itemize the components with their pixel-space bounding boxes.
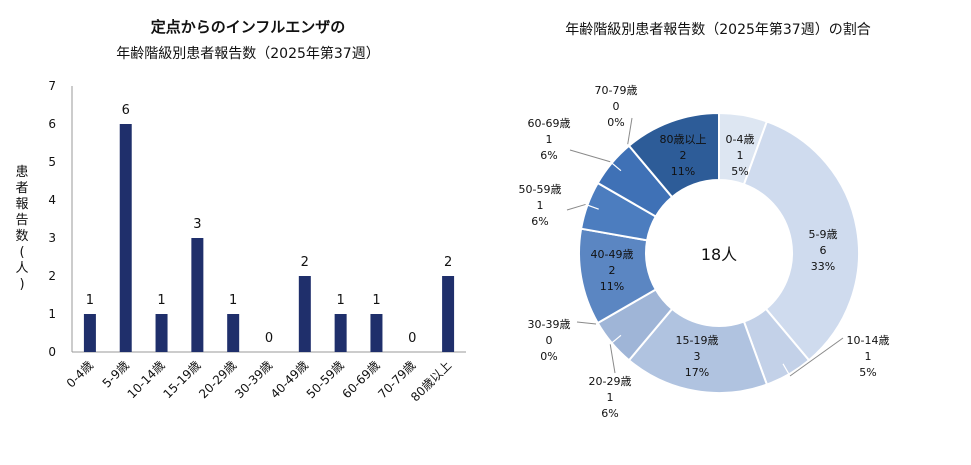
bar [298, 276, 311, 352]
bar-x-tick-label: 15-19歳 [160, 358, 203, 401]
donut-data-label: 6% [601, 407, 618, 420]
bar-ylabel-char: 告 [15, 213, 28, 228]
bar-y-tick-label: 5 [48, 155, 56, 169]
bar-ylabel-char: 数 [15, 229, 28, 244]
bar-chart-ylabel: 患者報告数(人) [15, 165, 28, 292]
donut-slice [627, 111, 720, 199]
donut-data-label: 0% [607, 116, 624, 129]
bar-ylabel-char: ( [19, 245, 24, 260]
donut-data-label: 5-9歳 [809, 228, 838, 241]
donut-data-label: 50-59歳 [519, 183, 562, 196]
donut-data-label: 17% [685, 366, 709, 379]
donut-data-label: 10-14歳 [847, 334, 890, 347]
bar-ylabel-char: 患 [15, 165, 28, 180]
bar-data-label: 0 [408, 331, 416, 346]
bar-y-tick-label: 0 [48, 345, 56, 359]
donut-data-label: 0-4歳 [726, 133, 755, 146]
donut-data-label: 1 [737, 149, 744, 162]
bar-data-label: 1 [372, 293, 380, 308]
bar [191, 238, 204, 352]
donut-data-label: 0 [546, 334, 553, 347]
donut-data-label: 2 [609, 264, 616, 277]
bar-data-label: 1 [157, 293, 165, 308]
donut-data-label: 40-49歳 [591, 248, 634, 261]
donut-data-label: 6 [820, 244, 827, 257]
bar-x-tick-label: 10-14歳 [125, 358, 168, 401]
donut-data-label: 0% [540, 350, 557, 363]
bar-data-label: 1 [336, 293, 344, 308]
bar-chart-title-line2: 年齢階級別患者報告数（2025年第37週） [116, 45, 379, 62]
bar-x-tick-label: 60-69歳 [340, 358, 383, 401]
bar-data-label: 3 [193, 217, 201, 232]
donut-data-label: 0 [613, 100, 620, 113]
bar-y-tick-label: 1 [48, 307, 56, 321]
bar-data-label: 1 [86, 293, 94, 308]
bar-x-tick-label: 50-59歳 [304, 358, 347, 401]
donut-data-label: 6% [531, 215, 548, 228]
bar-ylabel-char: 報 [15, 197, 28, 212]
donut-data-label: 11% [600, 280, 624, 293]
bar-x-tick-label: 30-39歳 [232, 358, 275, 401]
bar [119, 124, 132, 352]
donut-leader-line [609, 344, 616, 374]
bar [155, 314, 168, 352]
donut-data-label: 1 [865, 350, 872, 363]
donut-data-label: 70-79歳 [595, 84, 638, 97]
bar [370, 314, 383, 352]
pie-chart-title: 年齢階級別患者報告数（2025年第37週）の割合 [565, 21, 870, 38]
bar-ylabel-char: 人 [15, 261, 28, 276]
bar-x-tick-label: 5-9歳 [100, 358, 132, 390]
bar-y-tick-label: 4 [48, 193, 56, 207]
bar-data-label: 2 [444, 255, 452, 270]
bar-x-tick-label: 20-29歳 [196, 358, 239, 401]
bar-y-tick-label: 3 [48, 231, 56, 245]
bar-ylabel-char: ) [19, 277, 24, 292]
bar [83, 314, 96, 352]
bar-y-tick-label: 6 [48, 117, 56, 131]
bar-x-tick-label: 0-4歳 [64, 358, 96, 390]
bar-chart-bars [83, 124, 455, 352]
donut-data-label: 5% [731, 165, 748, 178]
donut-data-label: 6% [540, 149, 557, 162]
donut-data-label: 11% [671, 165, 695, 178]
bar-x-tick-label: 40-49歳 [268, 358, 311, 401]
donut-data-label: 3 [694, 350, 701, 363]
donut-leader-line [627, 117, 633, 145]
bar [227, 314, 240, 352]
bar-data-label: 2 [301, 255, 309, 270]
bar-y-tick-label: 7 [48, 79, 56, 93]
donut-data-label: 33% [811, 260, 835, 273]
donut-data-label: 1 [607, 391, 614, 404]
donut-leader-line [576, 321, 597, 325]
donut-leader-line [569, 149, 611, 163]
bar [442, 276, 455, 352]
donut-data-label: 1 [546, 133, 553, 146]
bar-ylabel-char: 者 [15, 181, 28, 196]
bar [334, 314, 347, 352]
bar-data-label: 6 [122, 103, 130, 118]
bar-chart-axes: 0 1 2 3 4 5 6 7 [48, 79, 466, 359]
bar-data-label: 0 [265, 331, 273, 346]
donut-data-label: 15-19歳 [676, 334, 719, 347]
donut-chart-leaders [566, 117, 844, 377]
donut-data-label: 2 [680, 149, 687, 162]
donut-leader-line [789, 337, 844, 377]
donut-data-label: 60-69歳 [528, 117, 571, 130]
donut-chart-labels: 0-4歳 1 5% 5-9歳 6 33% 10-14歳 1 5% 15-19歳 3 17% 20-29歳… [519, 84, 890, 420]
donut-center-label: 18人 [701, 245, 737, 264]
donut-data-label: 5% [859, 366, 876, 379]
donut-data-label: 30-39歳 [528, 318, 571, 331]
donut-data-label: 80歳以上 [660, 133, 707, 146]
donut-slice [742, 120, 860, 362]
donut-leader-line [566, 203, 586, 211]
donut-chart-slices [578, 111, 860, 394]
donut-data-label: 1 [537, 199, 544, 212]
bar-y-tick-label: 2 [48, 269, 56, 283]
bar-chart-title-line1: 定点からのインフルエンザの [151, 18, 346, 36]
donut-data-label: 20-29歳 [589, 375, 632, 388]
bar-data-label: 1 [229, 293, 237, 308]
